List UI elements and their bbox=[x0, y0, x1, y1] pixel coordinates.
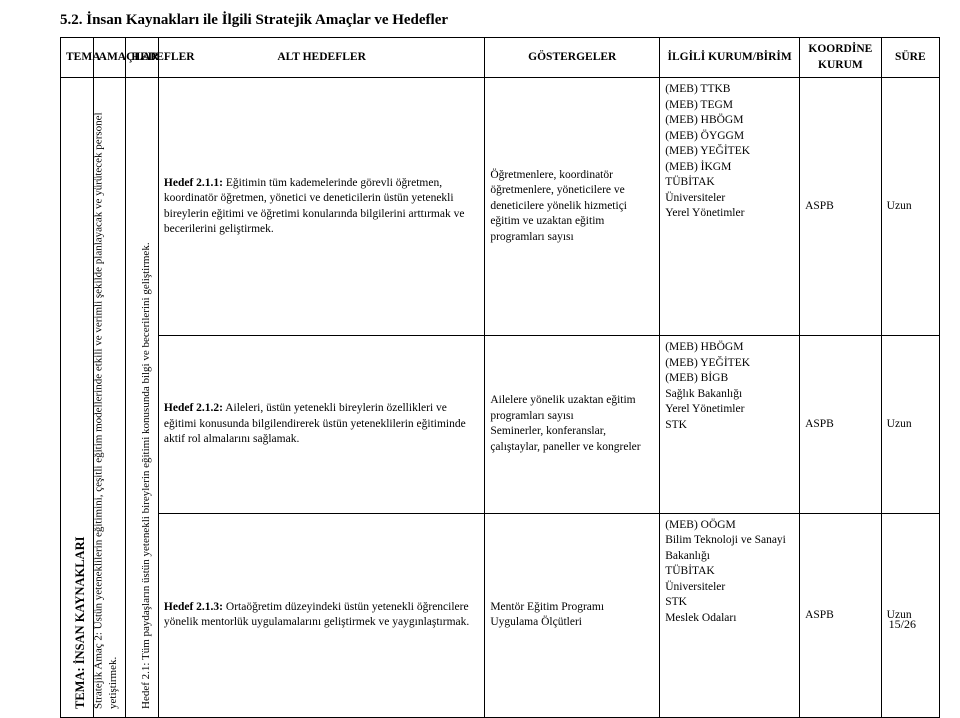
table-row: TEMA: İNSAN KAYNAKLARI Stratejik Amaç 2:… bbox=[61, 78, 940, 336]
hedef-text: Hedef 2.1: Tüm paydaşların üstün yetenek… bbox=[139, 238, 153, 713]
page-number: 15/26 bbox=[889, 617, 916, 632]
tema-text: TEMA: İNSAN KAYNAKLARI bbox=[71, 533, 87, 713]
th-koord: KOORDİNE KURUM bbox=[800, 38, 882, 78]
strategy-table: TEMA AMAÇLAR HEDEFLER ALT HEDEFLER GÖSTE… bbox=[60, 37, 940, 718]
gostergeler-cell: Öğretmenlere, koordinatör öğretmenlere, … bbox=[485, 78, 660, 336]
th-ilgili: İLGİLİ KURUM/BİRİM bbox=[660, 38, 800, 78]
sure-cell: Uzun bbox=[881, 78, 939, 336]
sure-cell: Uzun bbox=[881, 513, 939, 717]
th-hedefler: HEDEFLER bbox=[126, 38, 159, 78]
hedef-cell: Hedef 2.1: Tüm paydaşların üstün yetenek… bbox=[126, 78, 159, 718]
th-gost: GÖSTERGELER bbox=[485, 38, 660, 78]
alt-hedef-label: Hedef 2.1.3: bbox=[164, 601, 223, 613]
table-row: Hedef 2.1.2: Aileleri, üstün yetenekli b… bbox=[61, 336, 940, 513]
koordine-cell: ASPB bbox=[800, 78, 882, 336]
alt-hedef-cell: Hedef 2.1.2: Aileleri, üstün yetenekli b… bbox=[158, 336, 484, 513]
table-row: Hedef 2.1.3: Ortaöğretim düzeyindeki üst… bbox=[61, 513, 940, 717]
section-title: 5.2. İnsan Kaynakları ile İlgili Stratej… bbox=[60, 12, 940, 29]
alt-hedef-cell: Hedef 2.1.1: Eğitimin tüm kademelerinde … bbox=[158, 78, 484, 336]
alt-hedef-label: Hedef 2.1.2: bbox=[164, 402, 223, 414]
ilgili-cell: (MEB) OÖGMBilim Teknoloji ve Sanayi Baka… bbox=[660, 513, 800, 717]
gostergeler-cell: Ailelere yönelik uzaktan eğitim programl… bbox=[485, 336, 660, 513]
th-sure: SÜRE bbox=[881, 38, 939, 78]
th-alt: ALT HEDEFLER bbox=[158, 38, 484, 78]
th-tema: TEMA bbox=[61, 38, 94, 78]
tema-cell: TEMA: İNSAN KAYNAKLARI bbox=[61, 78, 94, 718]
alt-hedef-cell: Hedef 2.1.3: Ortaöğretim düzeyindeki üst… bbox=[158, 513, 484, 717]
ilgili-cell: (MEB) HBÖGM(MEB) YEĞİTEK(MEB) BİGBSağlık… bbox=[660, 336, 800, 513]
amac-text: Stratejik Amaç 2: Üstün yeteneklilerin e… bbox=[92, 82, 121, 713]
table-header-row: TEMA AMAÇLAR HEDEFLER ALT HEDEFLER GÖSTE… bbox=[61, 38, 940, 78]
th-amaclar: AMAÇLAR bbox=[93, 38, 126, 78]
sure-cell: Uzun bbox=[881, 336, 939, 513]
amac-cell: Stratejik Amaç 2: Üstün yeteneklilerin e… bbox=[93, 78, 126, 718]
alt-hedef-label: Hedef 2.1.1: bbox=[164, 177, 223, 189]
gostergeler-cell: Mentör Eğitim Programı Uygulama Ölçütler… bbox=[485, 513, 660, 717]
koordine-cell: ASPB bbox=[800, 336, 882, 513]
koordine-cell: ASPB bbox=[800, 513, 882, 717]
ilgili-cell: (MEB) TTKB(MEB) TEGM(MEB) HBÖGM(MEB) ÖYG… bbox=[660, 78, 800, 336]
